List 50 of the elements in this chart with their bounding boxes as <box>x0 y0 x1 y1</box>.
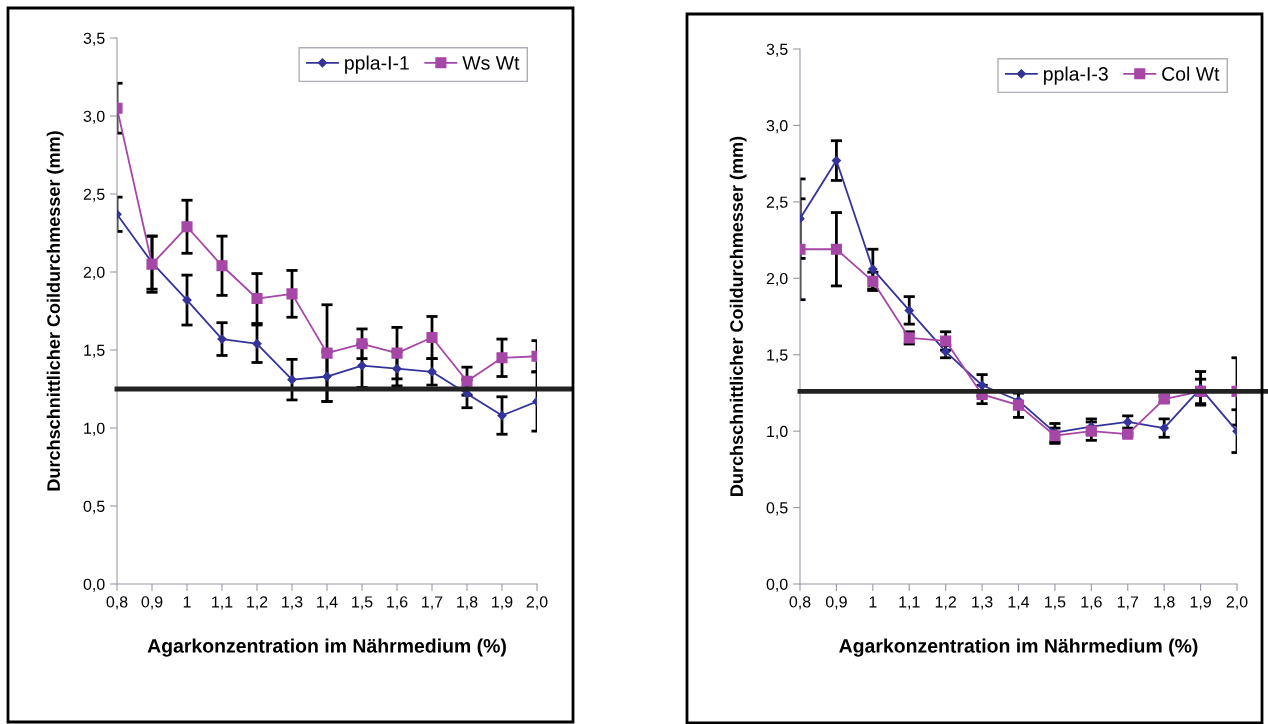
y-tick-label: 1,5 <box>767 349 788 363</box>
y-axis-title: Durchschnittlicher Coildurchmesser (mm) <box>729 136 747 496</box>
x-tick-label: 1,2 <box>247 596 268 610</box>
x-axis-title: Agarkonzentration im Nährmedium (%) <box>147 638 506 657</box>
legend-label: Col Wt <box>1162 66 1220 81</box>
x-tick-label: 2,0 <box>1226 596 1248 610</box>
x-tick-label: 1,4 <box>317 596 338 610</box>
x-tick-label: 1,7 <box>1117 596 1139 610</box>
x-tick-label: 1,3 <box>282 596 303 610</box>
x-tick-label: 1,5 <box>1045 596 1066 610</box>
y-tick-label: 3,5 <box>83 32 105 46</box>
legend-label: ppla-I-3 <box>1044 66 1108 85</box>
legend-label: Ws Wt <box>462 56 520 70</box>
y-tick-label: 0,0 <box>83 578 105 592</box>
x-tick-label: 1,1 <box>212 596 233 610</box>
y-tick-label: 2,5 <box>83 188 105 202</box>
legend-label: ppla-I-1 <box>345 55 409 74</box>
x-tick-label: 1,7 <box>422 596 443 610</box>
x-tick-label: 0,9 <box>141 596 163 610</box>
x-tick-label: 1,6 <box>1081 596 1102 610</box>
y-tick-label: 1,0 <box>767 425 788 439</box>
y-tick-label: 2,5 <box>766 196 788 210</box>
x-tick-label: 1,4 <box>1008 596 1030 610</box>
x-tick-label: 0,8 <box>789 596 811 610</box>
y-tick-label: 3,0 <box>766 120 788 134</box>
x-tick-label: 0,8 <box>106 596 128 610</box>
x-tick-label: 2,0 <box>526 596 548 610</box>
y-tick-label: 0,5 <box>83 500 105 514</box>
x-axis-title: Agarkonzentration im Nährmedium (%) <box>839 638 1198 657</box>
y-tick-label: 2,0 <box>766 272 788 287</box>
x-tick-label: 1,5 <box>352 596 373 610</box>
x-tick-label: 1,3 <box>972 596 993 610</box>
x-tick-label: 1,8 <box>1154 596 1175 610</box>
x-tick-label: 1,6 <box>387 596 408 610</box>
y-tick-label: 0,0 <box>766 578 788 592</box>
x-tick-label: 1 <box>183 596 191 608</box>
y-tick-label: 1,0 <box>84 422 105 436</box>
x-tick-label: 1,9 <box>1190 596 1211 610</box>
y-tick-label: 2,0 <box>83 266 105 280</box>
y-axis-title: Durchschnittlicher Coildurchmesser (mm) <box>46 131 64 491</box>
x-tick-label: 0,9 <box>825 596 847 610</box>
x-tick-label: 1,8 <box>457 596 478 610</box>
x-tick-label: 1,1 <box>899 596 920 610</box>
x-tick-label: 1,2 <box>935 596 956 610</box>
y-tick-label: 3,5 <box>766 43 788 57</box>
y-tick-label: 0,5 <box>766 502 788 516</box>
x-tick-label: 1,9 <box>492 596 513 610</box>
x-tick-label: 1 <box>869 596 877 608</box>
y-tick-label: 1,5 <box>84 344 105 358</box>
y-tick-label: 3,0 <box>83 110 105 124</box>
